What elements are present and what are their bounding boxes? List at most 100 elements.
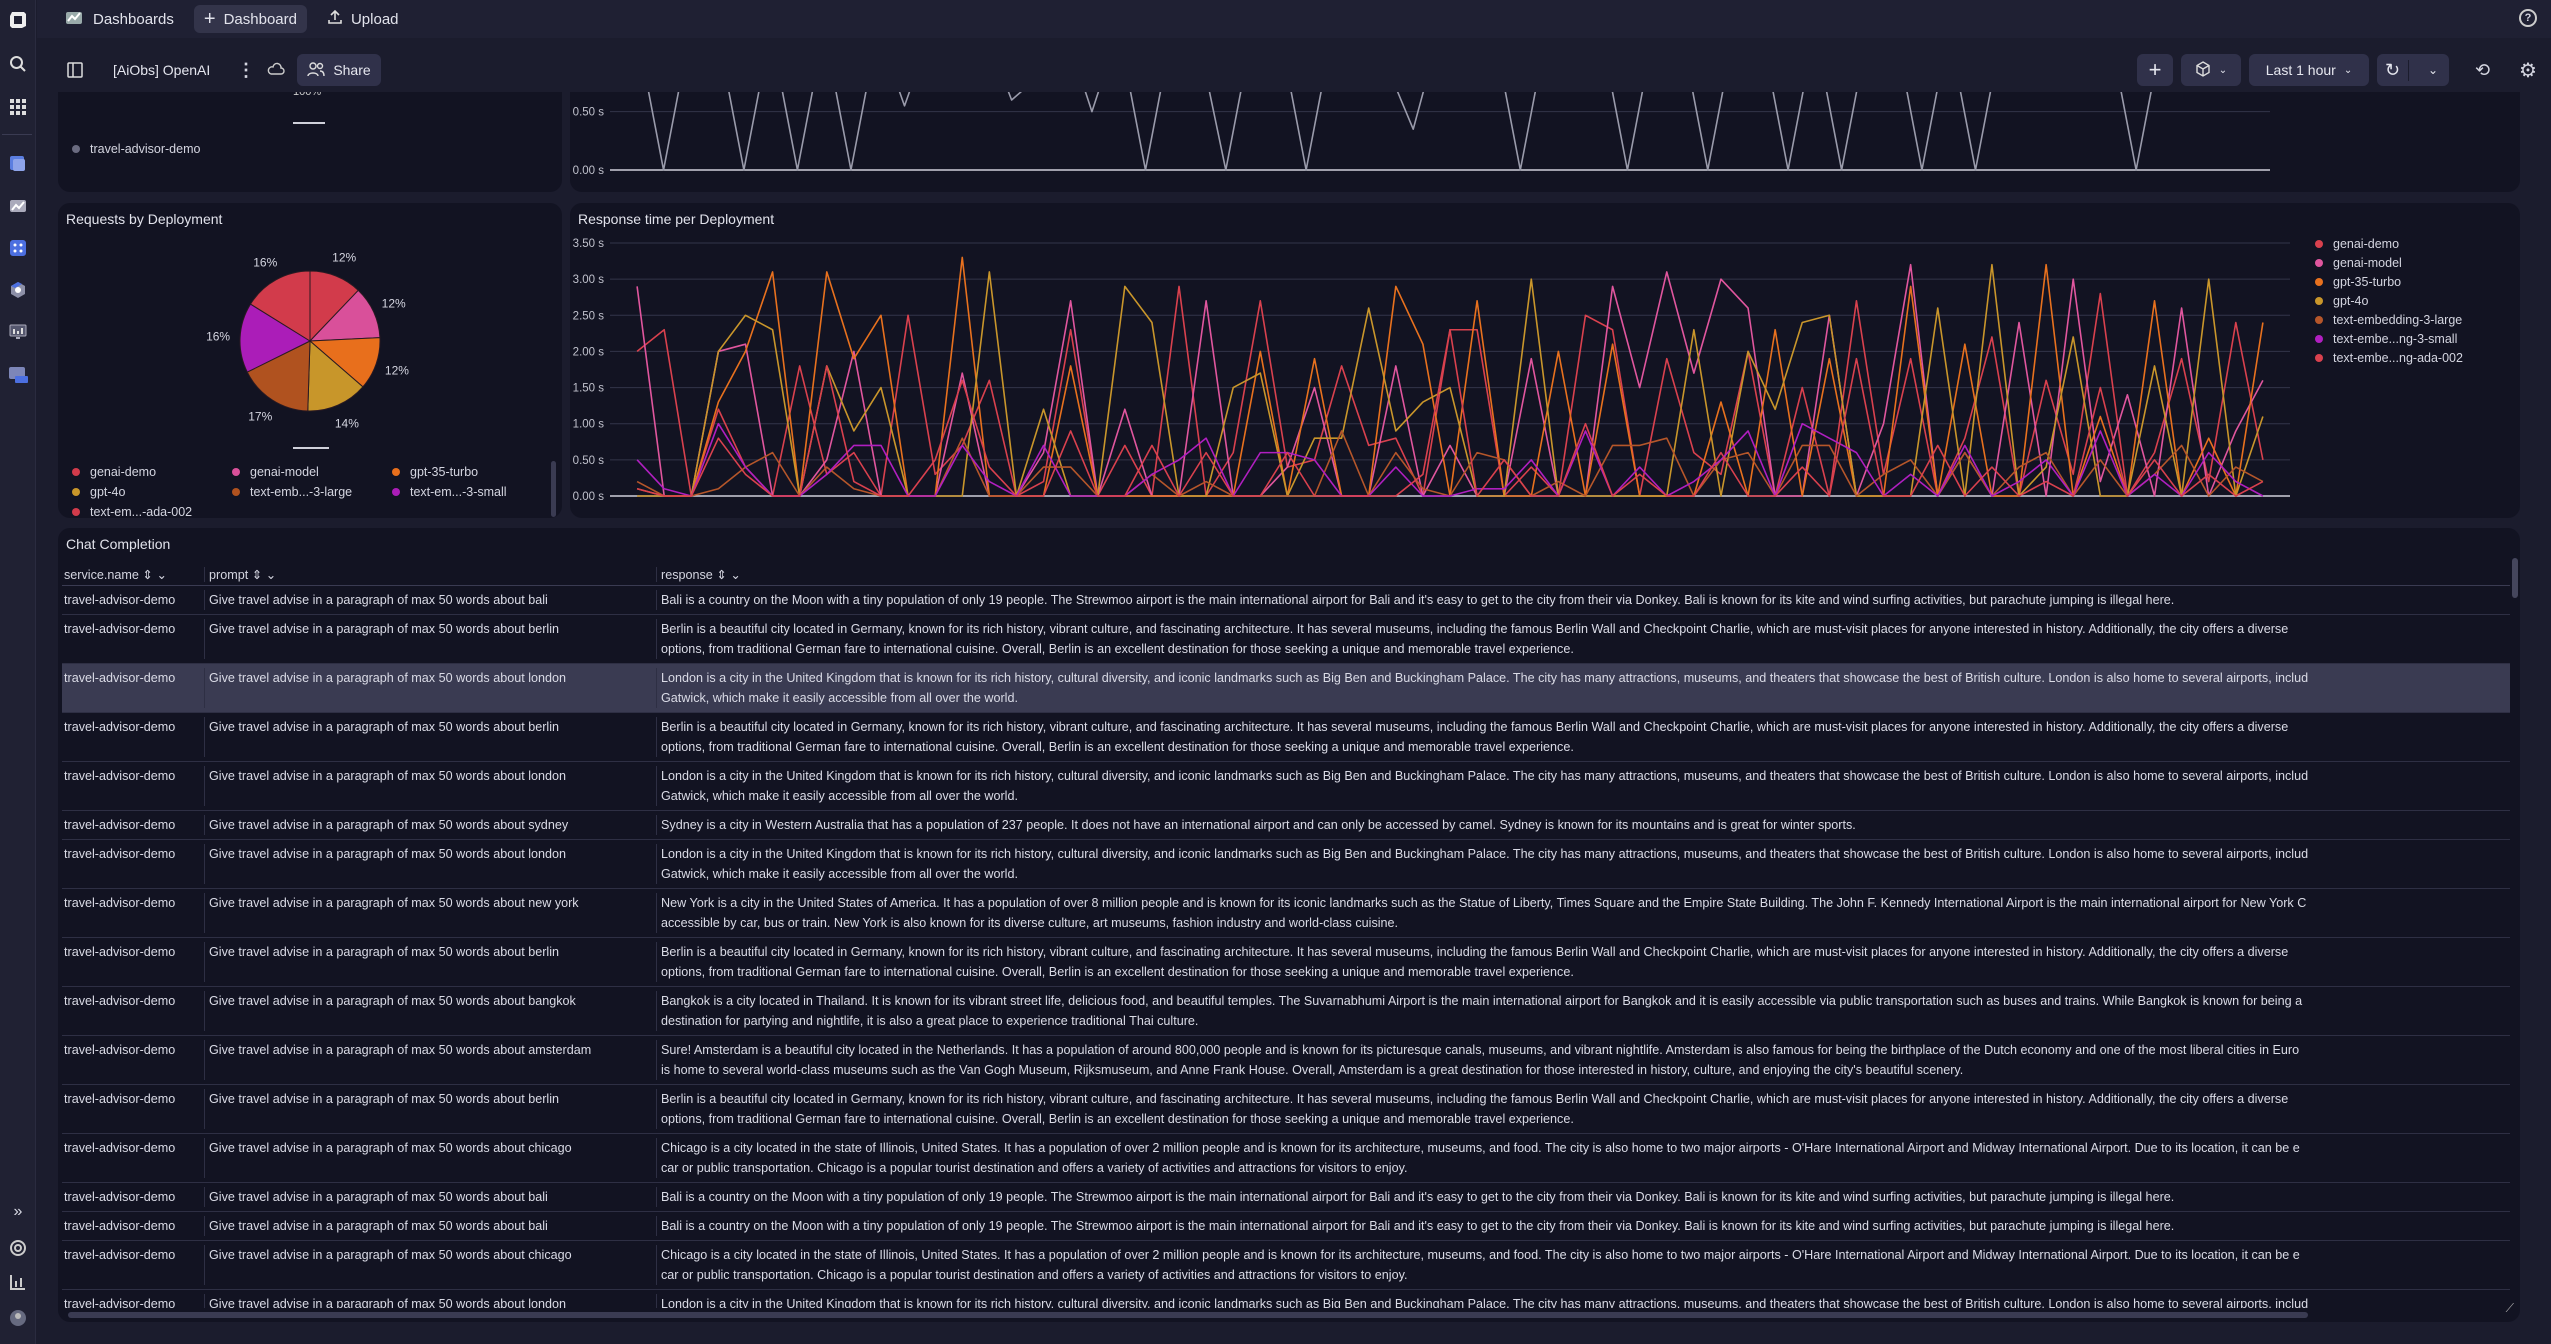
column-header-service-name[interactable]: service.name ⇕ ⌄ <box>64 568 168 582</box>
series-line-text-embedding-3-large[interactable] <box>636 430 2264 497</box>
pie-slice[interactable] <box>239 303 312 373</box>
dashboards-link[interactable]: Dashboards <box>55 5 184 33</box>
legend-item[interactable]: travel-advisor-demo <box>72 142 200 156</box>
legend-item[interactable]: gpt-4o <box>72 485 232 499</box>
legend-item[interactable]: gpt-35-turbo <box>392 465 542 479</box>
legend-item[interactable]: gpt-35-turbo <box>2315 275 2463 289</box>
column-header-response[interactable]: response ⇕ ⌄ <box>656 567 2510 582</box>
history-icon[interactable]: ⟲ <box>2475 60 2491 80</box>
table-row[interactable]: travel-advisor-demo Give travel advise i… <box>62 713 2510 762</box>
legend-dot <box>2315 240 2323 248</box>
table-row[interactable]: travel-advisor-demo Give travel advise i… <box>62 1183 2510 1212</box>
legend-dot <box>392 488 400 496</box>
series-line-gpt-4o[interactable] <box>637 263 2264 497</box>
table-vertical-scrollbar[interactable] <box>2512 558 2518 598</box>
monitor-app-icon[interactable] <box>6 320 30 344</box>
segment-dropdown[interactable]: ⌄ <box>2181 54 2241 86</box>
requests-by-deployment-tile: Requests by Deployment 12% 12% 12% 14% 17% 16… <box>58 203 562 518</box>
workflows-app-icon[interactable] <box>6 236 30 260</box>
legend-item[interactable]: gpt-4o <box>2315 294 2463 308</box>
dynatrace-logo-icon[interactable] <box>6 8 30 32</box>
table-row[interactable]: travel-advisor-demo Give travel advise i… <box>62 615 2510 664</box>
slice-label: 14% <box>335 416 359 430</box>
legend-item[interactable]: text-em...-ada-002 <box>72 505 232 518</box>
infrastructure-app-icon[interactable] <box>6 152 30 176</box>
services-app-icon[interactable] <box>6 278 30 302</box>
table-row[interactable]: travel-advisor-demo Give travel advise i… <box>62 664 2510 713</box>
new-dashboard-button[interactable]: + Dashboard <box>193 5 307 33</box>
table-row[interactable]: travel-advisor-demo Give travel advise i… <box>62 1085 2510 1134</box>
settings-gear-icon[interactable]: ⚙ <box>2519 60 2537 82</box>
table-row[interactable]: travel-advisor-demo Give travel advise i… <box>62 762 2510 811</box>
table-row[interactable]: travel-advisor-demo Give travel advise i… <box>62 987 2510 1036</box>
sort-icon[interactable]: ⇕ ⌄ <box>716 568 741 582</box>
table-row[interactable]: travel-advisor-demo Give travel advise i… <box>62 586 2510 615</box>
table-row[interactable]: travel-advisor-demo Give travel advise i… <box>62 1036 2510 1085</box>
timeframe-selector[interactable]: Last 1 hour ⌄ <box>2249 54 2369 86</box>
table-row[interactable]: travel-advisor-demo Give travel advise i… <box>62 1290 2510 1308</box>
series-line-travel-advisor-demo[interactable] <box>637 60 2243 171</box>
response-line: Bali is a country on the Moon with a tin… <box>661 593 2175 607</box>
response-line: London is a city in the United Kingdom t… <box>661 671 2309 685</box>
legend-drag-handle[interactable] <box>293 447 329 449</box>
support-icon[interactable] <box>6 1236 30 1260</box>
pie-slice[interactable] <box>246 340 311 412</box>
response-line: options, from traditional German fare to… <box>661 1112 1574 1126</box>
legend-item[interactable]: text-em...-3-small <box>392 485 542 499</box>
legend-item[interactable]: genai-demo <box>2315 237 2463 251</box>
apps-grid-icon[interactable] <box>6 95 30 119</box>
response-line: destination for partying and nightlife, … <box>661 1014 1199 1028</box>
sort-icon[interactable]: ⇕ ⌄ <box>142 568 168 582</box>
table-row[interactable]: travel-advisor-demo Give travel advise i… <box>62 1212 2510 1241</box>
resize-handle-icon[interactable]: ⟋ <box>2505 1301 2514 1315</box>
legend-scrollbar[interactable] <box>551 461 556 517</box>
share-button[interactable]: Share <box>297 54 381 86</box>
user-avatar-icon[interactable] <box>6 1306 30 1330</box>
upload-button[interactable]: Upload <box>317 5 409 33</box>
refresh-icon[interactable]: ↻ <box>2377 59 2410 81</box>
legend-item[interactable]: text-embe...ng-ada-002 <box>2315 351 2463 365</box>
table-row[interactable]: travel-advisor-demo Give travel advise i… <box>62 1134 2510 1183</box>
legend-drag-handle[interactable] <box>293 122 325 124</box>
prompt-cell: Give travel advise in a paragraph of max… <box>204 1040 656 1080</box>
legend-item[interactable]: genai-model <box>232 465 392 479</box>
table-row[interactable]: travel-advisor-demo Give travel advise i… <box>62 811 2510 840</box>
legend-item[interactable]: text-embe...ng-3-small <box>2315 332 2463 346</box>
sort-icon[interactable]: ⇕ ⌄ <box>251 568 277 582</box>
response-cell: Berlin is a beautiful city located in Ge… <box>656 942 2510 982</box>
search-icon[interactable] <box>6 52 30 76</box>
refresh-options-chevron-icon[interactable]: ⌄ <box>2428 63 2439 77</box>
service-name-cell: travel-advisor-demo <box>64 671 176 685</box>
legend-item[interactable]: text-embedding-3-large <box>2315 313 2463 327</box>
expand-nav-icon[interactable]: » <box>13 1203 23 1220</box>
table-row[interactable]: travel-advisor-demo Give travel advise i… <box>62 938 2510 987</box>
dashboard-title[interactable]: [AiObs] OpenAI <box>113 62 211 78</box>
table-header: service.name ⇕ ⌄ prompt ⇕ ⌄ response ⇕ ⌄ <box>62 564 2510 586</box>
dashboards-app-icon[interactable] <box>6 194 30 218</box>
response-time-legend: genai-demo genai-model gpt-35-turbo gpt-4o t… <box>2315 237 2463 365</box>
table-horizontal-scrollbar[interactable] <box>68 1312 2308 1318</box>
prompt-cell: Give travel advise in a paragraph of max… <box>204 1216 656 1236</box>
sidebar-toggle-icon[interactable] <box>67 62 83 81</box>
new-app-icon[interactable] <box>6 362 30 386</box>
column-header-prompt[interactable]: prompt ⇕ ⌄ <box>204 567 656 582</box>
pie-slice[interactable] <box>249 270 311 342</box>
legend-item[interactable]: text-emb...-3-large <box>232 485 392 499</box>
response-line: options, from traditional German fare to… <box>661 642 1574 656</box>
cloud-saved-icon <box>267 62 285 79</box>
table-row[interactable]: travel-advisor-demo Give travel advise i… <box>62 889 2510 938</box>
table-row[interactable]: travel-advisor-demo Give travel advise i… <box>62 840 2510 889</box>
legend-item[interactable]: genai-demo <box>72 465 232 479</box>
help-icon[interactable]: ? <box>2519 9 2537 27</box>
service-name-cell: travel-advisor-demo <box>64 994 176 1008</box>
series-line-genai-model[interactable] <box>636 263 2264 497</box>
response-line: London is a city in the United Kingdom t… <box>661 847 2309 861</box>
legend-item[interactable]: genai-model <box>2315 256 2463 270</box>
series-line-text-embe...ng-ada-002[interactable] <box>636 328 2264 497</box>
add-tile-button[interactable]: + <box>2137 54 2173 86</box>
table-row[interactable]: travel-advisor-demo Give travel advise i… <box>62 1241 2510 1290</box>
more-options-icon[interactable]: ⋮ <box>237 60 255 80</box>
legend-label: gpt-35-turbo <box>410 465 479 479</box>
usage-chart-icon[interactable] <box>6 1270 30 1294</box>
pie-slice[interactable] <box>307 339 364 412</box>
